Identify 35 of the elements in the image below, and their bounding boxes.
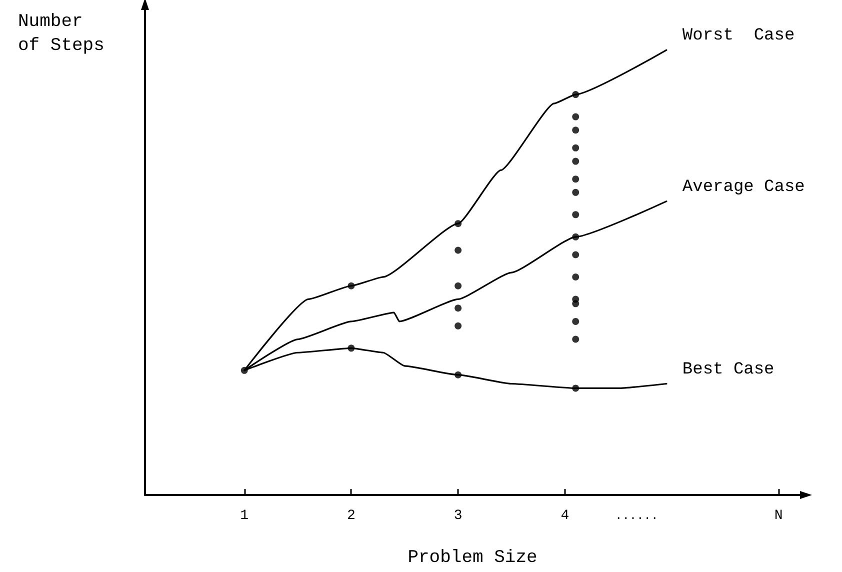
point [454, 282, 462, 290]
series-label: Best Case [682, 360, 774, 380]
point [454, 371, 462, 378]
point [572, 113, 580, 120]
point [454, 322, 462, 330]
point [454, 246, 462, 254]
point [454, 304, 462, 312]
point [572, 336, 580, 343]
point [572, 251, 580, 258]
point [240, 366, 248, 374]
point [348, 282, 355, 290]
point [572, 273, 580, 280]
series-label: Worst Case [682, 26, 795, 46]
x-tick-label: N [774, 508, 783, 524]
point [572, 176, 580, 183]
point [572, 318, 580, 325]
point [572, 158, 580, 165]
point [572, 300, 580, 308]
x-tick-label: 4 [560, 508, 570, 524]
series-label: Average Case [682, 178, 805, 197]
point [572, 384, 580, 392]
point [572, 91, 580, 98]
x-tick-label: 1 [240, 508, 249, 524]
point [454, 220, 462, 228]
point [572, 233, 580, 240]
point [572, 211, 580, 218]
point [572, 126, 580, 134]
point [572, 144, 580, 152]
x-axis-title: Problem Size [408, 548, 538, 568]
point [348, 344, 355, 352]
x-tick-label: 3 [454, 508, 462, 524]
y-axis-title: Number of Steps [18, 12, 104, 56]
text: ...... [615, 509, 658, 523]
point [572, 188, 580, 196]
x-tick-label: 2 [347, 508, 356, 524]
